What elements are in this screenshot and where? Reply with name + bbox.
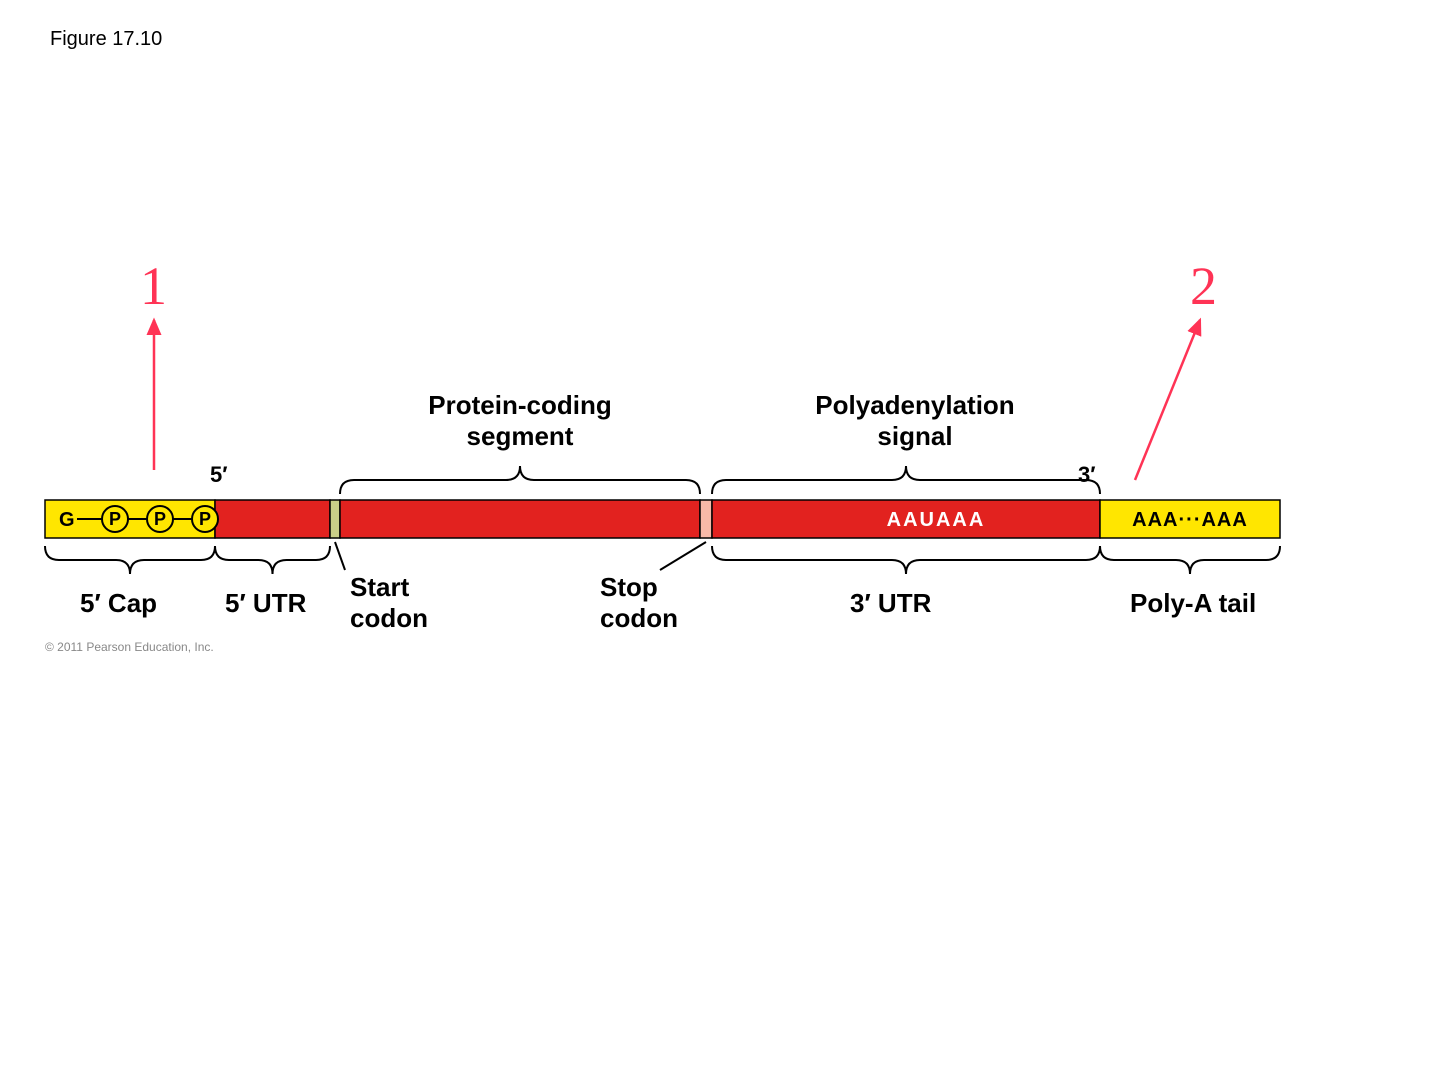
svg-text:G: G — [59, 509, 75, 531]
svg-text:P: P — [154, 509, 166, 529]
svg-text:AAA···AAA: AAA···AAA — [1132, 509, 1248, 531]
svg-text:P: P — [199, 509, 211, 529]
diagram-svg: G P P P AAUAAA AAA···AAA — [0, 0, 1440, 1080]
svg-text:P: P — [109, 509, 121, 529]
svg-text:AAUAAA: AAUAAA — [887, 509, 986, 531]
